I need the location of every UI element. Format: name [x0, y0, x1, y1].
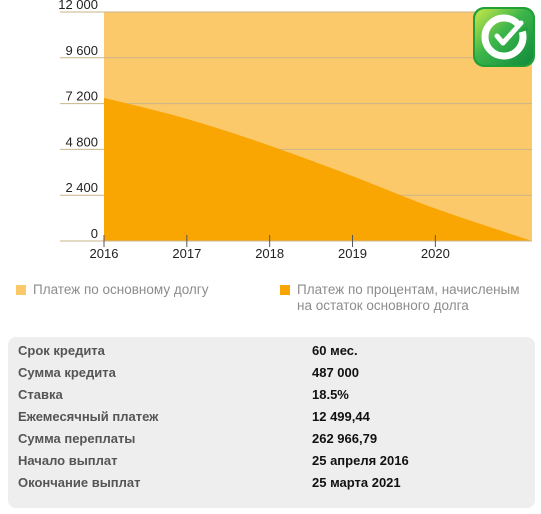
info-row-overpayment: Сумма переплаты 262 966,79 [18, 429, 528, 449]
interest-area [104, 97, 532, 241]
info-row-monthly-payment: Ежемесячный платеж 12 499,44 [18, 407, 528, 427]
x-tick-label: 2019 [338, 246, 367, 261]
info-label: Окончание выплат [18, 475, 141, 490]
info-row-rate: Ставка 18.5% [18, 385, 528, 405]
legend-swatch-interest [280, 285, 290, 295]
x-tick-label: 2018 [255, 246, 284, 261]
legend-item-interest: Платеж по процентам, начисленым на остат… [280, 282, 537, 314]
info-label: Срок кредита [18, 343, 105, 358]
x-tick-label: 2017 [172, 246, 201, 261]
legend-label-interest: Платеж по процентам, начисленым на остат… [297, 282, 520, 313]
info-label: Ставка [18, 387, 63, 402]
loan-payment-chart: 0 2 400 4 800 7 200 9 600 12 000 2016 2017 2018 2… [58, 0, 532, 261]
legend-swatch-principal [16, 285, 26, 295]
info-label: Начало выплат [18, 453, 118, 468]
info-row-start-date: Начало выплат 25 апреля 2016 [18, 451, 528, 471]
y-tick-label: 12 000 [58, 0, 98, 12]
info-row-end-date: Окончание выплат 25 марта 2021 [18, 473, 528, 493]
legend-label-principal: Платеж по основному долгу [33, 282, 209, 297]
info-label: Сумма кредита [18, 365, 116, 380]
info-row-term: Срок кредита 60 мес. [18, 341, 528, 361]
legend-item-principal: Платеж по основному долгу [16, 282, 273, 298]
sberbank-logo-icon [470, 4, 538, 70]
loan-info-panel: Срок кредита 60 мес. Сумма кредита 487 0… [8, 337, 535, 508]
y-tick-label: 2 400 [65, 180, 98, 195]
info-value: 487 000 [312, 365, 359, 380]
info-value: 60 мес. [312, 343, 358, 358]
x-tick-label: 2020 [421, 246, 450, 261]
y-tick-label: 0 [91, 226, 98, 241]
info-value: 12 499,44 [312, 409, 370, 424]
y-tick-label: 7 200 [65, 89, 98, 104]
info-label: Ежемесячный платеж [18, 409, 159, 424]
y-tick-label: 4 800 [65, 134, 98, 149]
x-tick-label: 2016 [90, 246, 119, 261]
y-tick-label: 9 600 [65, 43, 98, 58]
info-row-amount: Сумма кредита 487 000 [18, 363, 528, 383]
info-value: 25 марта 2021 [312, 475, 401, 490]
info-label: Сумма переплаты [18, 431, 136, 446]
info-value: 18.5% [312, 387, 349, 402]
chart-svg: 0 2 400 4 800 7 200 9 600 12 000 2016 2017 2018 2… [58, 0, 532, 261]
info-value: 262 966,79 [312, 431, 378, 446]
chart-legend: Платеж по основному долгу Платеж по проц… [0, 280, 541, 320]
info-value: 25 апреля 2016 [312, 453, 409, 468]
